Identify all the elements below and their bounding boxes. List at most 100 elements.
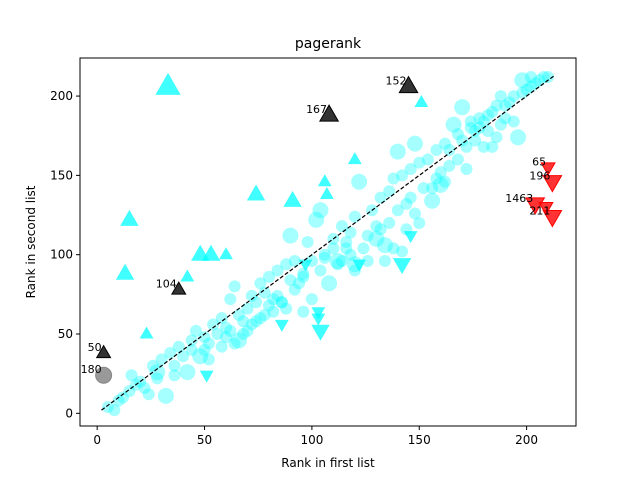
data-point-s0-74	[421, 153, 434, 166]
data-point-s0-14	[164, 347, 177, 360]
point-annotation-1463: 1463	[505, 192, 533, 205]
data-point-s0-151	[443, 144, 456, 156]
data-point-s0-19	[185, 334, 198, 347]
data-point-s0-53	[329, 253, 346, 270]
data-point-s0-41	[280, 258, 293, 271]
data-point-s0-67	[389, 143, 406, 160]
x-axis-label: Rank in first list	[281, 456, 375, 470]
data-point-s0-104	[228, 337, 241, 350]
point-annotation-196: 196	[529, 170, 550, 183]
data-point-s0-135	[469, 124, 482, 137]
data-point-s0-29	[228, 280, 241, 293]
data-point-s1-1	[120, 209, 139, 226]
data-point-s0-15	[168, 359, 181, 372]
data-point-s3-2	[319, 104, 340, 122]
data-point-s4-3	[538, 202, 554, 216]
data-point-s0-129	[413, 216, 426, 229]
data-point-s0-62	[368, 230, 385, 247]
data-point-s0-133	[451, 153, 464, 166]
data-point-s2-4	[311, 313, 326, 326]
data-point-s0-78	[439, 137, 452, 150]
data-point-s0-90	[490, 131, 503, 144]
data-point-s0-36	[258, 286, 271, 299]
data-point-s0-161	[220, 331, 233, 344]
data-point-s0-12	[155, 353, 168, 366]
data-point-s0-166	[254, 312, 267, 325]
data-point-s0-84	[464, 121, 477, 134]
data-point-s0-21	[192, 348, 209, 365]
data-point-s4-1	[542, 175, 563, 193]
data-point-s2-6	[352, 259, 367, 272]
data-point-s0-96	[514, 72, 531, 89]
data-point-s0-99	[529, 77, 542, 90]
data-point-s0-120	[344, 248, 357, 261]
data-point-s0-139	[494, 90, 507, 103]
y-tick-label-50: 50	[58, 327, 73, 341]
data-point-s2-5	[311, 324, 330, 341]
data-point-s1-2	[115, 263, 135, 280]
data-point-s0-165	[245, 318, 258, 331]
data-point-s0-25	[211, 328, 224, 340]
data-point-s0-140	[331, 258, 344, 271]
data-point-s0-118	[168, 369, 181, 382]
data-point-s0-16	[172, 340, 185, 353]
data-point-s0-134	[460, 163, 473, 176]
data-point-s0-22	[198, 331, 211, 344]
data-point-s0-143	[318, 251, 331, 264]
data-point-s0-40	[275, 296, 288, 309]
data-point-s0-115	[202, 353, 215, 366]
data-point-s0-95	[510, 129, 527, 146]
data-point-s2-8	[403, 231, 418, 244]
data-point-s0-45	[297, 270, 310, 283]
data-point-s0-59	[357, 242, 370, 255]
data-point-s0-88	[481, 124, 494, 137]
data-point-s0-34	[250, 296, 263, 309]
x-axis-ticks: 0 50 100 150 200	[93, 426, 538, 447]
data-point-s0-71	[406, 135, 423, 152]
data-point-s0-100	[533, 74, 546, 87]
data-point-s0-27	[220, 321, 233, 334]
data-point-s4-0	[540, 162, 556, 176]
data-point-s4-4	[542, 210, 563, 228]
data-point-s2-0	[199, 370, 214, 383]
data-point-s0-70	[404, 163, 417, 176]
data-point-s0-42	[282, 227, 299, 244]
data-point-s0-85	[469, 134, 482, 147]
point-annotation-50: 50	[88, 341, 102, 354]
point-annotation-104: 104	[156, 278, 177, 291]
data-point-s0-150	[426, 182, 439, 195]
data-point-s0-35	[254, 277, 267, 290]
data-point-s0-10	[147, 359, 160, 372]
data-point-s4-2	[525, 197, 546, 215]
data-point-s0-51	[321, 275, 338, 292]
data-point-s0-13	[157, 387, 174, 404]
data-point-s0-83	[460, 140, 473, 153]
y-tick-label-100: 100	[50, 248, 73, 262]
data-point-s0-114	[250, 315, 263, 328]
data-point-s0-147	[383, 216, 396, 229]
data-point-s0-107	[275, 296, 288, 309]
data-point-s0-11	[149, 364, 166, 381]
data-point-s0-124	[378, 255, 391, 268]
data-point-s0-119	[151, 372, 164, 385]
data-point-s0-111	[297, 305, 310, 318]
data-point-s0-81	[451, 128, 464, 141]
data-point-s0-86	[473, 112, 486, 125]
data-point-s0-148	[396, 245, 409, 258]
data-point-s0-32	[241, 302, 254, 315]
data-point-s0-56	[344, 226, 357, 239]
data-point-s0-122	[361, 255, 374, 268]
data-point-s0-80	[445, 116, 462, 133]
data-point-s0-160	[215, 340, 228, 353]
data-point-s0-117	[185, 343, 198, 356]
data-point-s0-167	[267, 293, 280, 306]
data-point-s0-89	[486, 105, 499, 118]
data-point-s0-92	[499, 112, 512, 125]
data-point-s0-46	[301, 236, 314, 248]
data-point-s0-4	[123, 385, 136, 398]
data-point-s0-109	[305, 293, 318, 306]
data-point-s2-3	[311, 307, 326, 320]
data-point-s1-6	[201, 244, 221, 261]
data-point-s0-112	[262, 299, 275, 312]
data-point-s0-106	[288, 255, 301, 268]
